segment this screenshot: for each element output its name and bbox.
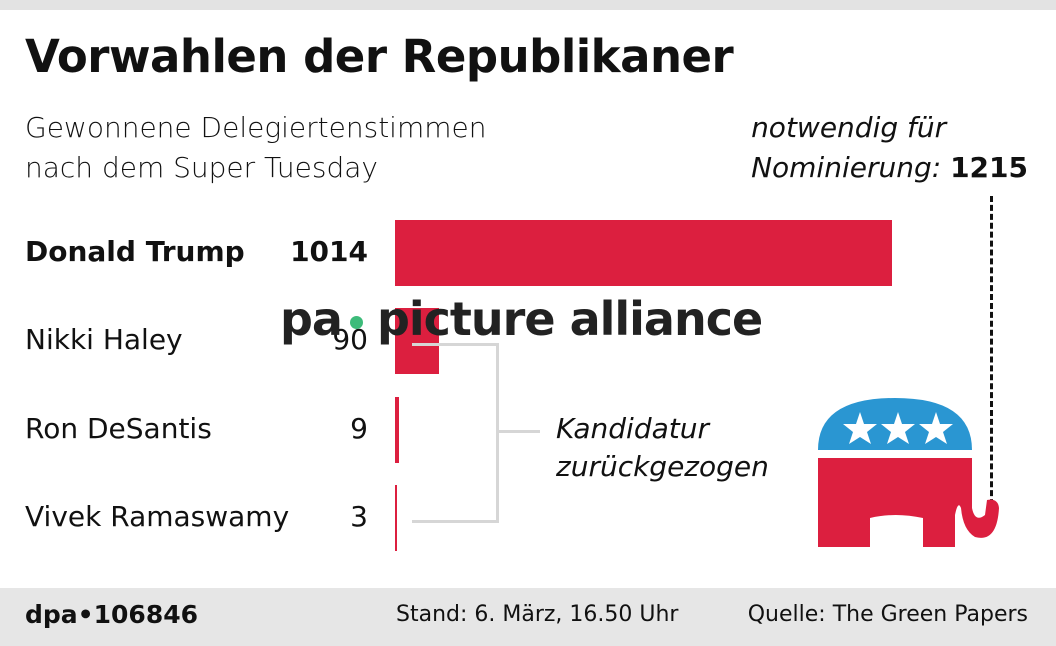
threshold-line-2: Nominierung:: [751, 151, 942, 184]
value-label: 9: [350, 412, 368, 445]
value-label: 90: [332, 323, 368, 356]
source: Quelle: The Green Papers: [747, 602, 1028, 627]
annotation-line-2: zurückgezogen: [556, 450, 769, 483]
withdrawn-bracket: [412, 343, 499, 523]
bar: [395, 485, 397, 551]
subtitle-line-2: nach dem Super Tuesday: [25, 151, 378, 184]
chart-subtitle: Gewonnene Delegiertenstimmen nach dem Su…: [25, 108, 486, 188]
threshold-line-1: notwendig für: [751, 111, 947, 144]
threshold-label: notwendig für Nominierung: 1215: [751, 108, 1028, 188]
category-label: Vivek Ramaswamy: [25, 500, 290, 533]
picture-alliance-watermark: pa picture alliance: [280, 292, 763, 346]
bar: [395, 397, 400, 463]
category-label: Ron DeSantis: [25, 412, 212, 445]
bar: [395, 308, 440, 374]
stand-date: Stand: 6. März, 16.50 Uhr: [396, 602, 679, 627]
value-label: 3: [350, 500, 368, 533]
withdrawn-annotation: Kandidatur zurückgezogen: [556, 410, 769, 486]
annotation-line-1: Kandidatur: [556, 412, 709, 445]
chart-title: Vorwahlen der Republikaner: [25, 30, 734, 83]
dpa-id: dpa•106846: [25, 600, 199, 629]
threshold-value: 1215: [950, 151, 1028, 184]
bar: [395, 220, 892, 286]
category-label: Nikki Haley: [25, 323, 183, 356]
top-strip: [0, 0, 1056, 10]
republican-elephant-icon: [818, 398, 999, 547]
value-label: 1014: [290, 235, 368, 268]
footer: dpa•106846 Stand: 6. März, 16.50 Uhr Que…: [0, 588, 1056, 646]
category-label: Donald Trump: [25, 235, 245, 268]
threshold-line: [990, 196, 993, 514]
subtitle-line-1: Gewonnene Delegiertenstimmen: [25, 111, 487, 144]
withdrawn-connector: [498, 430, 540, 433]
